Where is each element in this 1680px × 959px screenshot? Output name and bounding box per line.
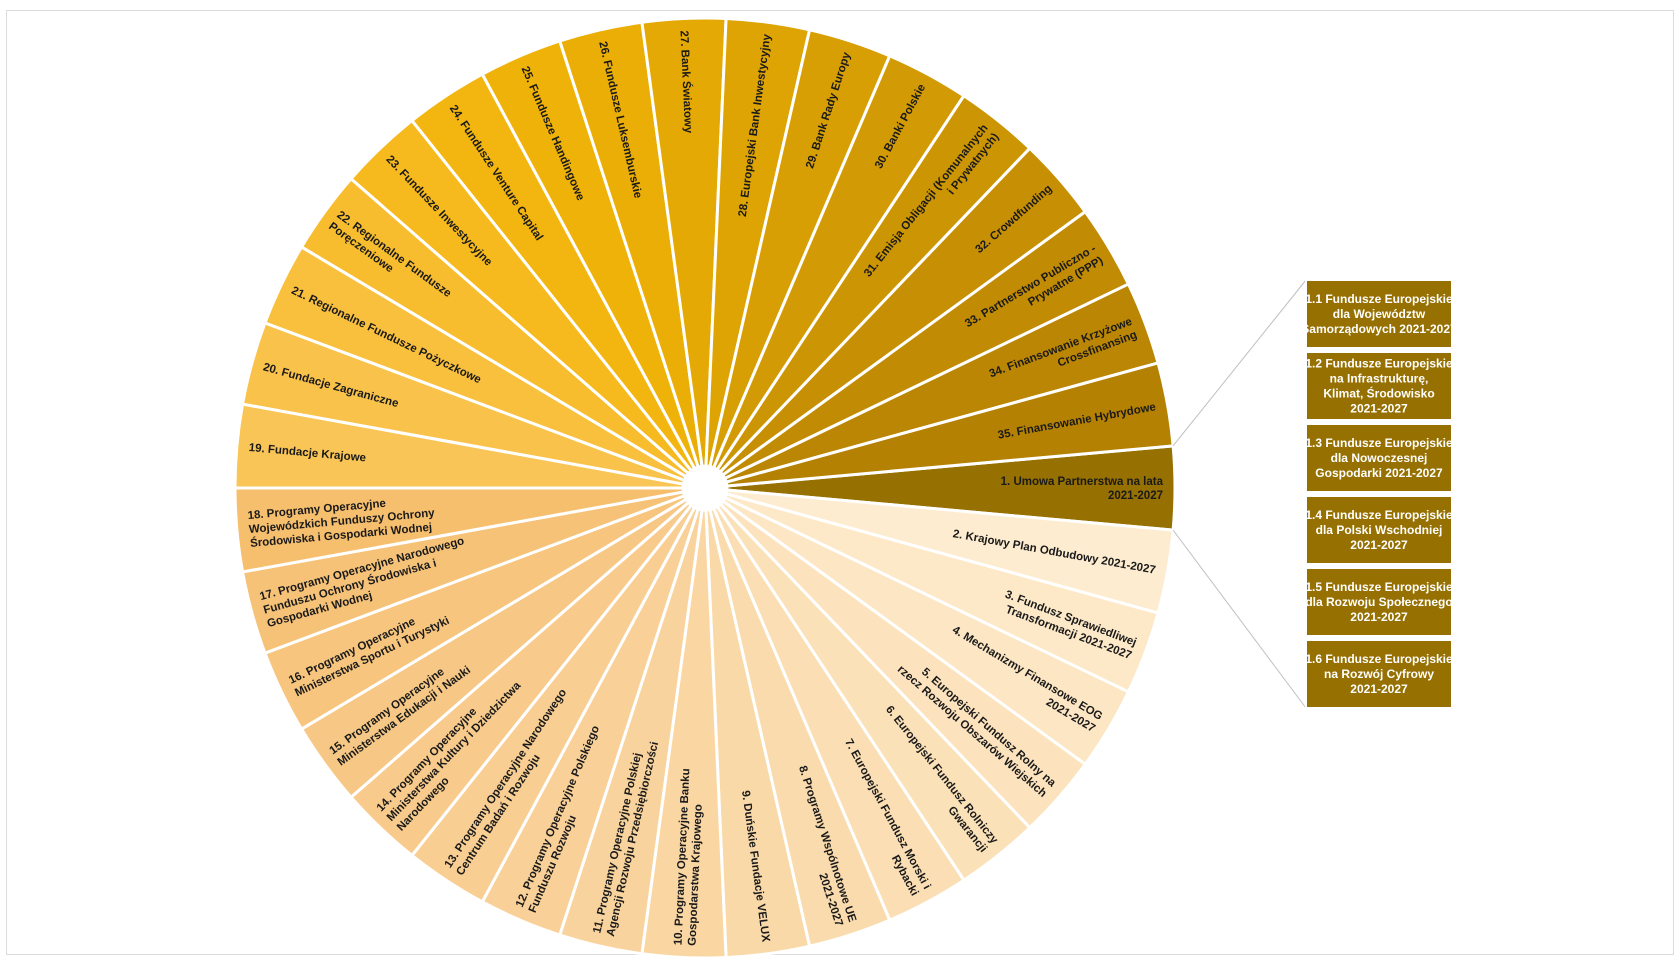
breakout-box-1: 1.1 Fundusze Europejskie dla Województw Sa… xyxy=(1301,279,1457,349)
slice-label-1: 1. Umowa Partnerstwa na lata 2021-2027 xyxy=(1001,476,1164,502)
breakout-box-label: 1.4 Fundusze Europejskie dla Polski Wscho… xyxy=(1305,508,1453,552)
breakout-boxes: 1.1 Fundusze Europejskie dla Województw Sa… xyxy=(1172,279,1457,709)
breakout-connector-bottom xyxy=(1172,529,1307,709)
breakout-box-5: 1.5 Fundusze Europejskie dla Rozwoju Społ… xyxy=(1305,567,1453,637)
pie-slices xyxy=(233,16,1177,959)
breakout-box-label: 1.1 Fundusze Europejskie dla Województw Sa… xyxy=(1301,292,1457,336)
breakout-box-label: 1.5 Fundusze Europejskie dla Rozwoju Społ… xyxy=(1305,580,1453,624)
slice-label-27: 27. Bank Światowy xyxy=(677,30,695,134)
breakout-box-label: 1.6 Fundusze Europejskie na Rozwój Cyfrow… xyxy=(1305,652,1453,696)
breakout-box-2: 1.2 Fundusze Europejskie na Infrastruktur… xyxy=(1305,351,1453,421)
pie-center-hole xyxy=(683,466,727,510)
breakout-box-3: 1.3 Fundusze Europejskie dla Nowoczesnej G… xyxy=(1305,423,1453,493)
chart-frame xyxy=(6,10,1674,955)
breakout-connector-top xyxy=(1172,279,1307,447)
breakout-box-6: 1.6 Fundusze Europejskie na Rozwój Cyfrow… xyxy=(1305,639,1453,709)
breakout-box-4: 1.4 Fundusze Europejskie dla Polski Wscho… xyxy=(1305,495,1453,565)
breakout-box-label: 1.3 Fundusze Europejskie dla Nowoczesnej G… xyxy=(1305,436,1453,480)
breakout-box-label: 1.2 Fundusze Europejskie na Infrastruktur… xyxy=(1305,357,1453,416)
